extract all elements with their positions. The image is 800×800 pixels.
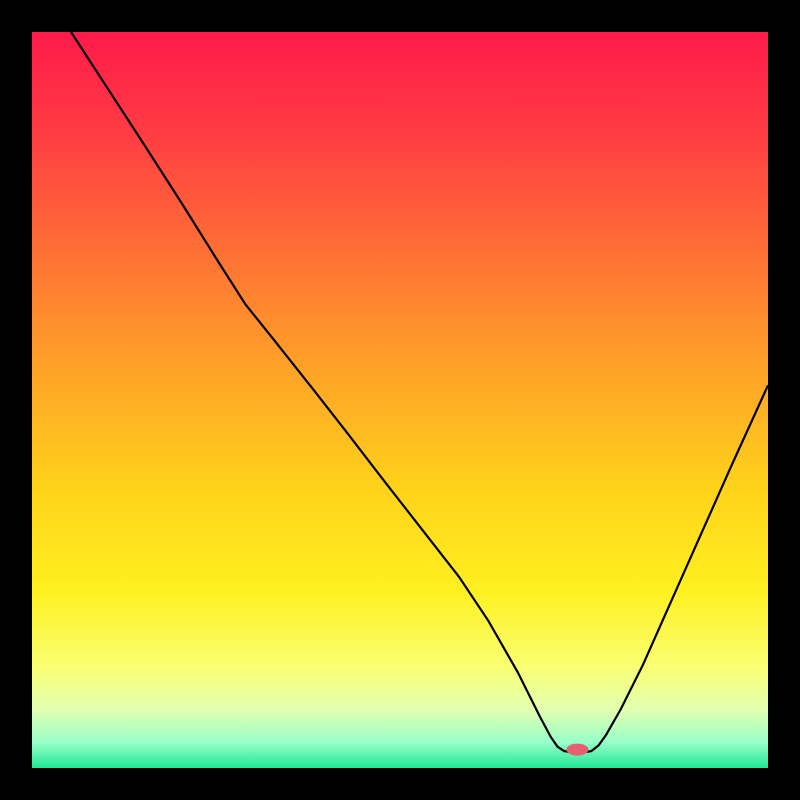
bottleneck-chart [0, 0, 800, 800]
watermark-text: TheBottleneck.com [607, 4, 790, 28]
optimal-point-marker [566, 744, 588, 756]
